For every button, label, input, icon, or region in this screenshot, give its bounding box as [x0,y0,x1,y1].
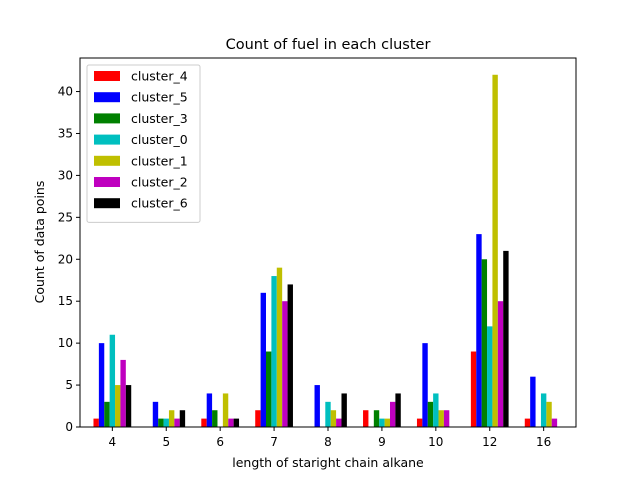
x-tick-label: 4 [109,435,117,449]
x-axis-label: length of staright chain alkane [232,455,424,470]
bar-cluster_1-9 [384,418,390,427]
legend-label-cluster_0: cluster_0 [131,132,188,147]
bar-cluster_0-16 [540,393,547,427]
x-tick-label: 7 [270,435,278,449]
y-tick-label: 25 [58,210,73,224]
legend-label-cluster_6: cluster_6 [131,196,188,211]
y-tick-label: 5 [65,378,73,392]
x-tick-label: 8 [324,435,332,449]
bar-cluster_4-10 [416,418,423,427]
x-tick-label: 10 [428,435,443,449]
bar-cluster_2-7 [282,301,288,427]
y-tick-label: 15 [58,294,73,308]
bar-cluster_3-5 [158,418,164,427]
bar-cluster_2-12 [497,301,504,427]
bar-cluster_0-8 [325,401,331,427]
x-tick-label: 5 [162,435,170,449]
y-tick-label: 10 [58,336,73,350]
x-tick-label: 12 [482,435,497,449]
bar-cluster_5-16 [530,376,536,427]
x-tick-label: 6 [216,435,224,449]
legend: cluster_4 cluster_5 cluster_3 cluster_0clus… [86,64,201,223]
bar-cluster_5-10 [422,343,428,427]
bar-cluster_6-12 [503,250,509,427]
legend-label-cluster_3: cluster_3 [131,111,188,126]
bar-cluster_5-6 [206,393,213,427]
bar-cluster_5-12 [476,234,482,427]
bar-cluster_2-9 [390,401,396,427]
legend-swatch-cluster_0 [94,134,120,145]
legend-label-cluster_1: cluster_1 [131,153,188,168]
bar-cluster_6-8 [341,393,347,427]
bar-cluster_0-4 [109,334,116,427]
y-axis: 0 5 10 15 20 25 30 35 40 [58,85,80,434]
legend-swatch-cluster_2 [94,177,120,187]
y-tick-label: 30 [58,168,73,182]
chart-title: Count of fuel in each cluster [226,37,431,53]
bar-cluster_1-8 [330,410,337,427]
bar-cluster_3-4 [104,401,110,427]
legend-label-cluster_4: cluster_4 [131,69,188,84]
bar-cluster_1-16 [546,401,552,427]
bar-cluster_2-6 [228,418,234,427]
bar-cluster_6-6 [233,418,240,427]
legend-swatch-cluster_5 [94,92,120,103]
bar-cluster_0-7 [271,276,277,427]
bar-cluster_3-6 [212,410,218,427]
bar-cluster_4-7 [255,410,261,427]
bar-cluster_2-8 [336,418,342,427]
y-axis-label: Count of data poins [32,181,47,304]
legend-swatch-cluster_3 [94,113,120,124]
bar-cluster_3-10 [427,401,434,427]
bar-cluster_3-12 [481,259,488,427]
bar-cluster_5-5 [152,401,159,427]
bar-cluster_4-12 [470,351,477,427]
legend-label-cluster_2: cluster_2 [131,175,188,190]
bar-cluster_6-5 [179,410,186,427]
bar-cluster_1-6 [222,393,229,427]
bar-cluster_3-7 [266,351,272,427]
bar-cluster_4-6 [201,418,207,427]
y-tick-label: 0 [65,420,73,434]
x-tick-label: 9 [378,435,386,449]
y-tick-label: 35 [58,126,73,140]
bar-cluster_1-4 [115,385,121,427]
bar-cluster_5-4 [98,343,105,427]
bar-cluster_2-4 [120,359,126,427]
y-tick-label: 20 [58,252,73,266]
bar-cluster_1-7 [276,267,283,427]
bar-cluster_0-12 [487,326,493,427]
x-axis: 4 5 6 7 8 9 10 12 16 [109,427,551,449]
bar-cluster_6-4 [125,385,132,427]
bar-cluster_1-12 [492,74,498,428]
bar-cluster_1-5 [168,410,175,427]
bar-cluster_6-9 [395,393,401,427]
bar-cluster_6-7 [287,284,293,427]
bar-cluster_1-10 [438,410,444,427]
bar-cluster_0-5 [163,418,169,427]
legend-label-cluster_5: cluster_5 [131,90,188,105]
bar-cluster_4-4 [93,418,99,427]
bar-cluster_3-9 [373,410,380,427]
x-tick-label: 16 [536,435,551,449]
legend-swatch-cluster_6 [94,198,120,209]
legend-swatch-cluster_1 [94,155,120,166]
bar-cluster_2-5 [174,418,180,427]
legend-swatch-cluster_4 [94,71,120,81]
bar-cluster_4-9 [363,410,369,427]
bar-cluster_2-10 [443,410,450,427]
bar-cluster_0-10 [433,393,439,427]
bar-cluster_5-8 [314,385,320,427]
bars-layer [93,74,558,428]
bar-cluster_0-9 [379,418,385,427]
bar-cluster_4-16 [524,418,531,427]
bar-cluster_5-7 [260,292,266,427]
bar-cluster_2-16 [551,418,558,427]
y-tick-label: 40 [58,85,73,99]
